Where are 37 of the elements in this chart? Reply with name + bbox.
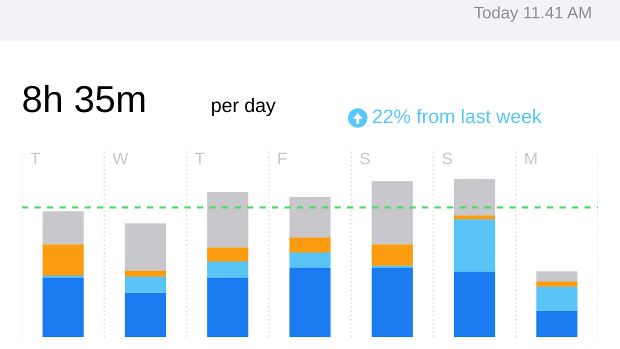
bar [207, 278, 248, 337]
bar [372, 244, 413, 266]
text: Today 11.41 AM [474, 6, 591, 22]
bar [536, 286, 578, 311]
bar [124, 276, 166, 293]
bar [454, 215, 496, 220]
bar [124, 223, 166, 271]
bar [289, 237, 331, 252]
bar [372, 268, 413, 337]
bar [454, 272, 496, 337]
bar [124, 292, 166, 337]
bar [124, 270, 166, 277]
bar [372, 181, 413, 244]
chart-title: 8h 35m [23, 84, 144, 112]
bar [289, 252, 331, 268]
bar [207, 192, 248, 248]
x-tick-label: M [525, 152, 536, 164]
bar [536, 282, 578, 287]
bar [536, 271, 578, 282]
x-tick-label: F [278, 152, 287, 164]
bar [454, 179, 496, 216]
x-tick-label: S [442, 152, 452, 164]
bar [42, 211, 84, 244]
bar [207, 261, 248, 278]
x-tick-label: S [360, 152, 370, 164]
x-tick-label: T [195, 152, 205, 164]
bar [289, 197, 331, 238]
bar [289, 268, 331, 337]
text: 22% from last week [372, 108, 542, 124]
bar [207, 247, 248, 262]
x-tick-label: W [112, 152, 128, 164]
bar [454, 219, 496, 272]
bar [42, 278, 84, 337]
x-tick-label: T [30, 152, 40, 164]
chart-subtitle: per day [212, 98, 276, 116]
bar [536, 310, 578, 337]
bar [42, 244, 84, 276]
